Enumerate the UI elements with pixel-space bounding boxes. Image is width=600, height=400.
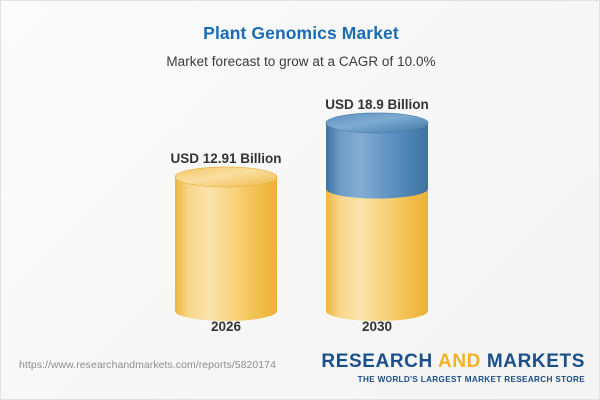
bar-value-label-2030: USD 18.9 Billion xyxy=(325,97,429,112)
bar-group-2030: USD 18.9 Billion xyxy=(325,1,429,351)
logo-markets-text: MARKETS xyxy=(480,351,585,372)
logo-tagline: THE WORLD'S LARGEST MARKET RESEARCH STOR… xyxy=(357,375,585,384)
bar-category-2026: 2026 xyxy=(210,319,242,334)
chart-subtitle: Market forecast to grow at a CAGR of 10.… xyxy=(166,54,436,69)
page-title: Plant Genomics Market xyxy=(203,23,399,43)
cylinder-2030[interactable] xyxy=(325,1,429,351)
bar-category-2030: 2030 xyxy=(361,319,393,334)
cylinder-2026[interactable] xyxy=(174,1,278,351)
logo-and-text: AND xyxy=(438,351,481,372)
chart-header: Plant Genomics Market Market forecast to… xyxy=(1,1,599,69)
logo-wordmark: RESEARCH AND MARKETS xyxy=(321,351,585,373)
chart-footer: https://www.researchandmarkets.com/repor… xyxy=(1,347,599,399)
bar-group-2026: USD 12.91 Billion xyxy=(170,1,281,351)
source-url-link[interactable]: https://www.researchandmarkets.com/repor… xyxy=(19,359,276,371)
bar-value-label-2026: USD 12.91 Billion xyxy=(170,151,282,166)
chart-plot-area: USD 12.91 Billion xyxy=(1,1,599,351)
research-and-markets-logo[interactable]: RESEARCH AND MARKETS THE WORLD'S LARGEST… xyxy=(321,351,585,384)
logo-research-text: RESEARCH xyxy=(321,351,438,372)
